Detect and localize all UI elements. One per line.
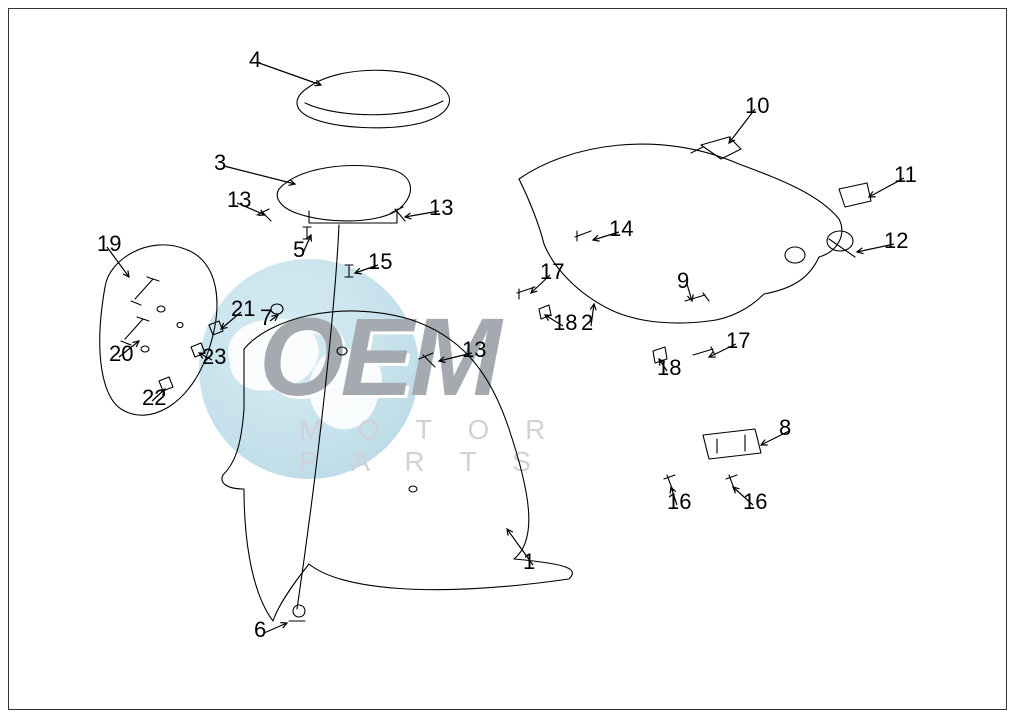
- callout-label-16: 16: [743, 491, 767, 513]
- callout-label-14: 14: [609, 218, 633, 240]
- callout-label-22: 22: [142, 387, 166, 409]
- callout-label-12: 12: [884, 230, 908, 252]
- callout-label-21: 21: [231, 298, 255, 320]
- callout-label-15: 15: [368, 251, 392, 273]
- part-shield-hole-c: [177, 323, 183, 328]
- part-hole-on-rear-cover: [785, 247, 805, 263]
- part-shield-hole-b: [141, 346, 149, 352]
- callout-label-16: 16: [667, 491, 691, 513]
- leader-line-3-2: [224, 166, 295, 184]
- callout-label-18: 18: [657, 357, 681, 379]
- callout-label-13: 13: [227, 189, 251, 211]
- callout-label-11: 11: [894, 164, 917, 186]
- callout-label-10: 10: [745, 95, 769, 117]
- part-hole-on-front-cover-b: [409, 486, 417, 492]
- part-hole-on-front-cover-a: [337, 347, 347, 355]
- callout-label-20: 20: [109, 343, 133, 365]
- part-bulb-15: [345, 265, 353, 277]
- part-plug-7: [271, 304, 283, 314]
- diagram-frame: OEM M O T O R P A R T S 1234567891011121…: [8, 8, 1007, 710]
- part-gaiter-cable: [289, 225, 339, 621]
- part-rear-handlebar-cover: [519, 144, 842, 323]
- part-gauge-glass: [297, 70, 449, 128]
- part-bolt-20a: [131, 277, 159, 305]
- part-front-cover-cowl: [222, 311, 572, 621]
- callout-label-17: 17: [540, 261, 564, 283]
- callout-label-6: 6: [254, 619, 266, 641]
- callout-label-2: 2: [581, 312, 593, 334]
- callout-label-13: 13: [462, 339, 486, 361]
- callout-label-1: 1: [523, 551, 535, 573]
- callout-label-8: 8: [779, 417, 791, 439]
- callout-label-23: 23: [202, 346, 226, 368]
- callout-label-13: 13: [429, 197, 453, 219]
- part-gauge-cluster-body: [277, 166, 410, 223]
- callout-label-19: 19: [97, 233, 121, 255]
- callout-label-7: 7: [260, 307, 272, 329]
- leader-line-4-3: [259, 63, 321, 85]
- callout-label-3: 3: [214, 152, 226, 174]
- callout-label-9: 9: [677, 270, 689, 292]
- callout-label-17: 17: [726, 330, 750, 352]
- part-shield-hole-a: [157, 306, 165, 312]
- callout-label-18: 18: [553, 312, 577, 334]
- callout-label-5: 5: [293, 239, 305, 261]
- part-screw-14: [575, 231, 591, 241]
- part-screw-13b: [391, 207, 405, 221]
- part-bracket-8: [703, 429, 761, 459]
- callout-label-4: 4: [249, 49, 261, 71]
- diagram-svg: [9, 9, 1008, 711]
- part-switch-module-11: [839, 183, 871, 207]
- part-screw-13c: [419, 353, 435, 367]
